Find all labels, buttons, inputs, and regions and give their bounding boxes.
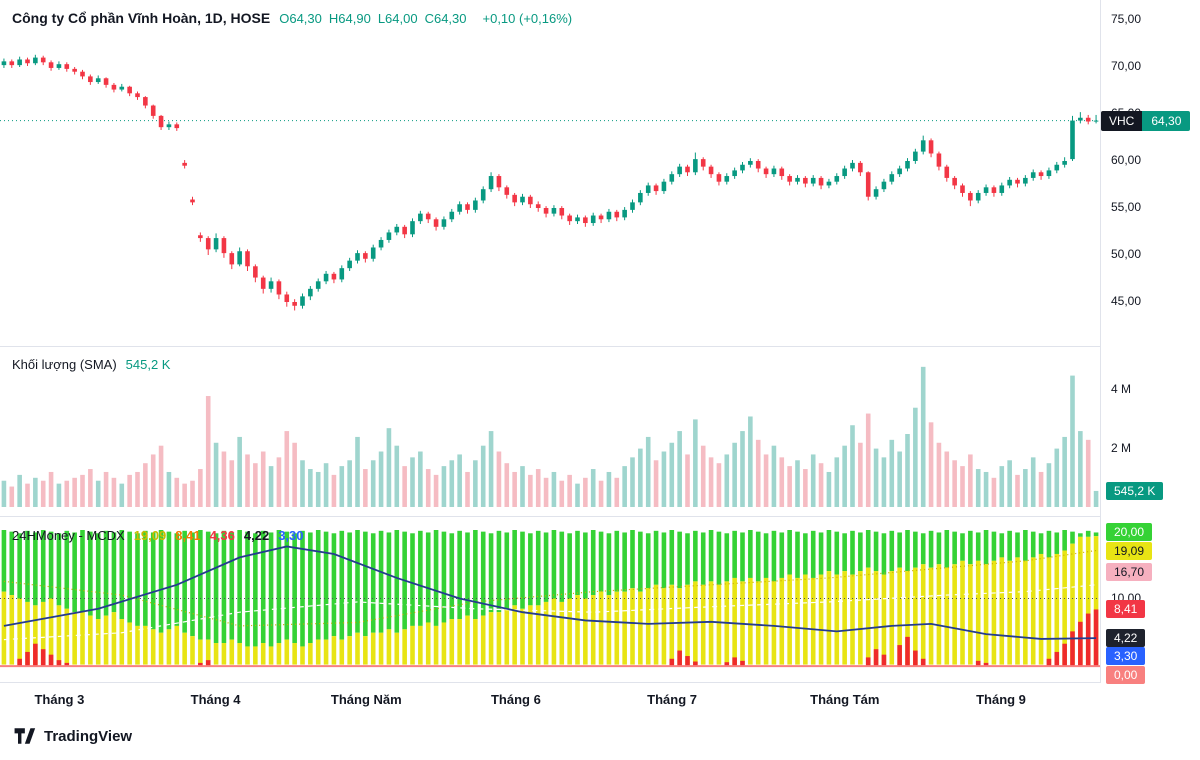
mcdx-level-badge: 16,70 (1106, 562, 1153, 581)
price-tick: 55,00 (1111, 200, 1142, 214)
volume-pane[interactable]: Khối lượng (SMA) 545,2 K (0, 347, 1100, 517)
ohlc-token-c: C64,30 (424, 11, 467, 26)
ohlc-token-h: H64,90 (328, 11, 371, 26)
ohlc-token-l: L64,00 (377, 11, 418, 26)
pane-divider[interactable] (0, 346, 1200, 347)
mcdx-value-token: 3,30 (278, 528, 304, 543)
price-tick: 75,00 (1111, 12, 1142, 26)
mcdx-label: 24HMoney - MCDX (12, 528, 125, 543)
volume-legend: Khối lượng (SMA) 545,2 K (12, 357, 170, 372)
volume-value: 545,2 K (125, 357, 171, 372)
month-label: Tháng 6 (490, 692, 541, 707)
price-tick: 70,00 (1111, 59, 1142, 73)
month-label: Tháng Năm (330, 692, 402, 707)
volume-label: Khối lượng (SMA) (12, 357, 117, 372)
mcdx-level-badge: 4,22 (1106, 629, 1146, 648)
volume-value-badge: 545,2 K (1106, 482, 1164, 501)
mcdx-level-badge: 0,00 (1106, 666, 1146, 685)
volume-tick: 4 M (1111, 382, 1132, 397)
mcdx-banker-bars[interactable] (17, 609, 1099, 667)
current-price-badge: VHC 64,30 (1101, 110, 1191, 131)
mcdx-value-token: 4,36 (209, 528, 235, 543)
tradingview-logo[interactable] (12, 724, 36, 748)
mcdx-value-token: 4,22 (243, 528, 270, 543)
month-label: Tháng Tám (810, 692, 880, 707)
ohlc-values: O64,30 H64,90 L64,00 C64,30 (279, 10, 473, 28)
month-label: Tháng 9 (976, 692, 1026, 707)
candles[interactable] (1, 54, 1099, 311)
price-change: +0,10 (+0,16%) (482, 11, 573, 26)
mcdx-level-badge: 20,00 (1106, 523, 1153, 542)
brand-text[interactable]: TradingView (44, 727, 133, 745)
mcdx-values: 19,09 8,41 4,36 4,22 3,30 (134, 527, 313, 545)
gold-dotted-line (3, 549, 1097, 627)
ohlc-token-o: O64,30 (279, 11, 322, 26)
navy-signal-line (3, 545, 1097, 640)
mcdx-value-token: 8,41 (175, 528, 201, 543)
month-label: Tháng 3 (34, 692, 85, 707)
pane-divider (0, 682, 1200, 683)
mcdx-level-badge: 19,09 (1106, 541, 1153, 560)
white-dashed-line (3, 584, 1097, 641)
volume-chart-canvas[interactable] (0, 347, 1100, 517)
price-chart-canvas[interactable] (0, 0, 1100, 347)
mcdx-retail-hotmoney-bars[interactable] (1, 530, 1099, 665)
last-price-value: 64,30 (1142, 110, 1191, 131)
mcdx-level-badge: 8,41 (1106, 600, 1146, 619)
mcdx-level-badge: 3,30 (1106, 647, 1146, 666)
mcdx-value-token: 19,09 (133, 528, 167, 543)
volume-tick: 2 M (1111, 440, 1132, 455)
pane-divider[interactable] (0, 516, 1200, 517)
month-label: Tháng 7 (647, 692, 698, 707)
month-label: Tháng 4 (190, 692, 241, 707)
price-pane[interactable]: Công ty Cổ phần Vĩnh Hoàn, 1D, HOSE O64,… (0, 0, 1100, 347)
mcdx-legend: 24HMoney - MCDX 19,09 8,41 4,36 4,22 3,30 (12, 527, 313, 545)
price-tick: 50,00 (1111, 247, 1142, 261)
tradingview-logo-icon (14, 728, 36, 744)
volume-bars[interactable] (1, 366, 1099, 507)
mcdx-chart-canvas[interactable] (0, 517, 1100, 682)
time-axis[interactable]: Tháng 3 Tháng 4 Tháng Năm Tháng 6 Tháng 7 Thá… (0, 683, 1100, 719)
footer: TradingView (12, 724, 132, 748)
mcdx-pane[interactable]: 24HMoney - MCDX 19,09 8,41 4,36 4,22 3,30 (0, 517, 1100, 682)
price-tick: 60,00 (1111, 153, 1142, 167)
price-tick: 45,00 (1111, 294, 1142, 308)
symbol-title: Công ty Cổ phần Vĩnh Hoàn, 1D, HOSE (12, 10, 271, 26)
price-legend: Công ty Cổ phần Vĩnh Hoàn, 1D, HOSE O64,… (12, 10, 572, 28)
symbol-ticker: VHC (1101, 110, 1143, 131)
